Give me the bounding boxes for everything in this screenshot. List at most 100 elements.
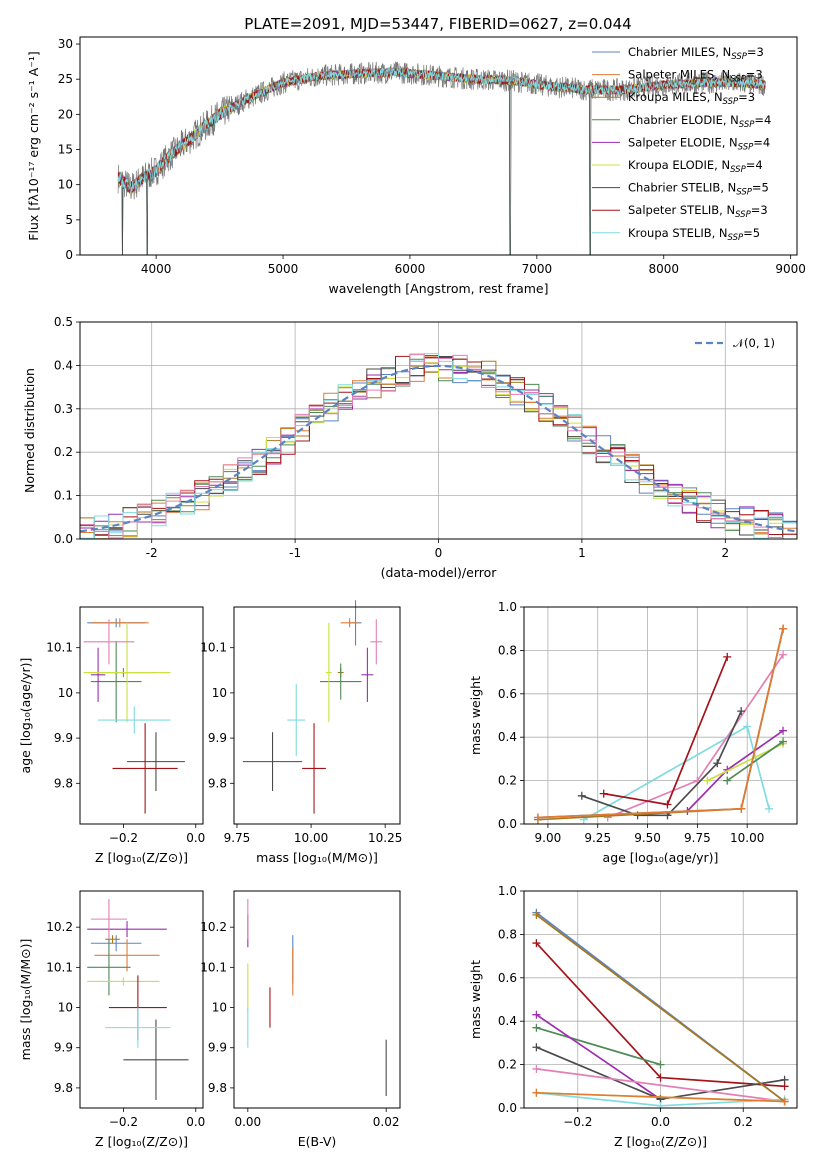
weight-marker: [723, 652, 732, 661]
legend-sub: SSP: [736, 188, 752, 198]
gaussian-curve: [79, 364, 798, 533]
legend-name: Salpeter ELODIE, N: [628, 135, 738, 149]
plot-area-age-weight: [533, 624, 788, 824]
y-tick-label: 1.0: [498, 884, 517, 898]
errorbar-point: [90, 618, 149, 628]
x-tick-label: 1: [578, 546, 586, 560]
x-tick-label: 9000: [775, 262, 806, 276]
axes-frame: [233, 606, 401, 825]
weight-series: [536, 1091, 785, 1103]
errorbar-point: [242, 732, 303, 791]
axes-frame: [233, 890, 401, 1109]
y-tick-label: 0.2: [498, 774, 517, 788]
x-axis-label: E(B-V): [298, 1134, 337, 1149]
x-axis-label: Z [log₁₀(Z/Z⊙)]: [95, 1134, 188, 1149]
x-tick-label: −0.2: [109, 1115, 138, 1129]
legend-name: Chabrier MILES, N: [628, 45, 731, 59]
y-tick-label: 1.0: [498, 600, 517, 614]
weight-marker: [656, 1073, 665, 1082]
x-tick-label: 10.00: [730, 831, 764, 845]
y-tick-label: 0.4: [54, 358, 73, 372]
x-axis-label: (data-model)/error: [381, 565, 498, 580]
y-tick-label: 0.4: [498, 730, 517, 744]
panel-residuals: -2 -1 0 1 2 0.0 0.1 0.2 0.3 0.4 0.5 (data-model)/er…: [22, 315, 798, 580]
x-tick-label: 0: [435, 546, 443, 560]
weight-series: [726, 740, 784, 782]
legend-sub: SSP: [723, 97, 739, 107]
y-tick-label: 9.9: [54, 731, 73, 745]
x-tick-label: −0.2: [109, 831, 138, 845]
x-tick-label: 10.25: [368, 831, 402, 845]
x-tick-label: 5000: [268, 262, 299, 276]
plot-area-ebv-mass: [247, 899, 387, 1096]
weight-marker: [599, 789, 608, 798]
plot-area-spectrum: [117, 61, 766, 256]
x-axis-label: wavelength [Angstrom, rest frame]: [328, 281, 548, 296]
x-tick-label: 6000: [395, 262, 426, 276]
legend-entry: Salpeter STELIB, NSSP=3: [628, 203, 768, 220]
legend-entry: 𝒩(0, 1): [733, 336, 775, 350]
legend-name: Chabrier ELODIE, N: [628, 113, 739, 127]
x-tick-label: 9.75: [224, 831, 251, 845]
x-tick-label: 0.0: [186, 1115, 205, 1129]
legend-eq: =4: [746, 158, 763, 172]
weight-marker: [663, 800, 672, 809]
x-tick-label: −0.2: [563, 1115, 592, 1129]
legend-entry: Kroupa ELODIE, NSSP=4: [628, 158, 763, 175]
legend-entry: Kroupa MILES, NSSP=3: [628, 90, 755, 107]
legend-sub: SSP: [730, 165, 746, 175]
x-tick-label: 9.50: [634, 831, 661, 845]
plot-area-z-weight: [532, 908, 789, 1110]
weight-series: [537, 628, 784, 819]
weight-marker: [779, 726, 788, 735]
y-tick-label: 10.1: [200, 960, 227, 974]
plot-area-residuals: [79, 353, 798, 540]
x-axis-label: mass [log₁₀(M/M⊙)]: [256, 850, 378, 865]
panel-mass-age: 9.75 10.00 10.25 9.8 9.9 10 10.1 mass [log₁₀(M/…: [200, 600, 402, 865]
y-tick-label: 9.9: [54, 1041, 73, 1055]
errorbar-point: [90, 640, 142, 723]
y-tick-label: 15: [58, 143, 73, 157]
legend-name: Salpeter MILES, N: [628, 68, 730, 82]
y-tick-label: 10.2: [200, 920, 227, 934]
weight-marker: [703, 776, 712, 785]
errorbar-point: [87, 921, 167, 938]
plot-area-mass-age: [242, 600, 383, 814]
errorbar-point: [112, 723, 178, 814]
weight-series: [535, 1013, 661, 1101]
weight-series: [536, 1026, 661, 1066]
legend-eq: =3: [747, 45, 764, 59]
x-axis-label: age [log₁₀(age/yr)]: [603, 850, 719, 865]
x-tick-label: 9.75: [684, 831, 711, 845]
weight-marker: [532, 1064, 541, 1073]
errorbar-point: [340, 618, 359, 628]
errorbar-point: [370, 619, 383, 665]
weight-marker: [723, 776, 732, 785]
legend-name: Kroupa MILES, N: [628, 90, 723, 104]
x-axis-label: Z [log₁₀(Z/Z⊙)]: [614, 1134, 707, 1149]
y-tick-label: 0.6: [498, 687, 517, 701]
page-title: PLATE=2091, MJD=53447, FIBERID=0627, z=0…: [244, 15, 631, 33]
legend-name: Chabrier STELIB, N: [628, 181, 736, 195]
y-tick-label: 9.8: [54, 776, 73, 790]
weight-marker: [779, 650, 788, 659]
histogram-step: [80, 353, 797, 539]
axes-frame: [79, 36, 798, 256]
y-tick-label: 10: [58, 178, 73, 192]
errorbar-point: [87, 977, 160, 986]
weight-marker: [737, 804, 746, 813]
y-tick-label: 0.0: [498, 817, 517, 831]
weight-series: [686, 730, 784, 812]
x-tick-label: 9.00: [535, 831, 562, 845]
errorbar-point: [127, 732, 185, 791]
y-tick-label: 0.8: [498, 643, 517, 657]
plot-area-z-age: [83, 618, 185, 814]
y-axis-label: mass weight: [468, 676, 483, 755]
y-tick-label: 0.6: [498, 971, 517, 985]
x-tick-label: 0.0: [186, 831, 205, 845]
legend-sub: SSP: [735, 210, 751, 220]
x-tick-label: -2: [146, 546, 158, 560]
legend-sub: SSP: [738, 142, 754, 152]
y-tick-label: 10: [212, 686, 227, 700]
weight-series: [603, 656, 729, 806]
